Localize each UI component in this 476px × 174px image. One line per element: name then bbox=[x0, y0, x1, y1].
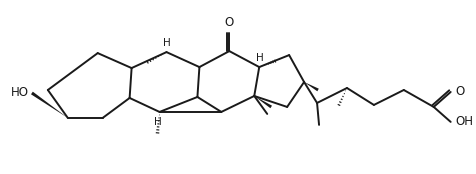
Polygon shape bbox=[254, 96, 271, 108]
Polygon shape bbox=[304, 82, 318, 91]
Polygon shape bbox=[31, 92, 68, 118]
Text: O: O bbox=[224, 16, 233, 29]
Text: OH: OH bbox=[455, 115, 473, 128]
Text: O: O bbox=[455, 85, 464, 98]
Text: H: H bbox=[153, 117, 161, 127]
Text: H: H bbox=[162, 38, 170, 48]
Text: H: H bbox=[256, 53, 264, 63]
Text: HO: HO bbox=[11, 86, 29, 100]
